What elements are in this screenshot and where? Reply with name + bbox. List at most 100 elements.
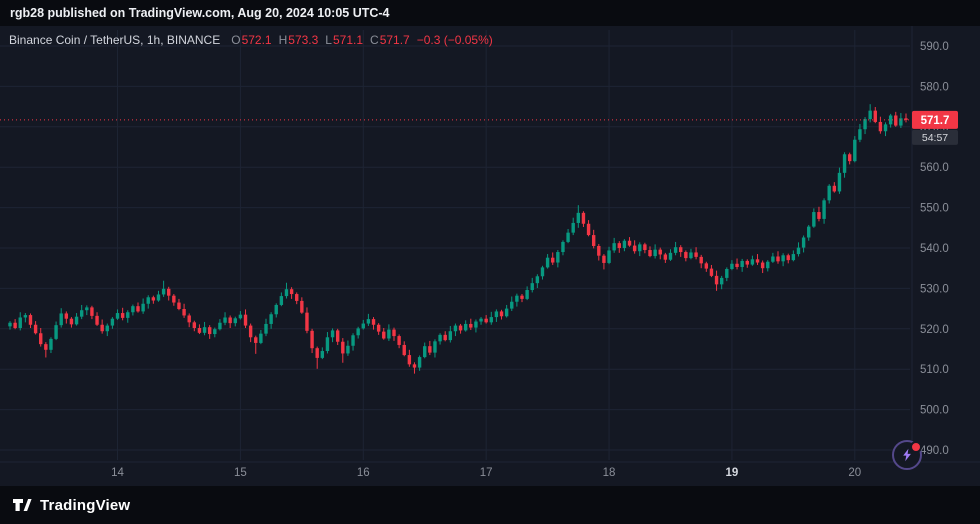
candle-body <box>479 318 483 322</box>
publish-banner: rgb28 published on TradingView.com, Aug … <box>0 0 980 26</box>
reactions-lightning-button[interactable] <box>892 440 922 470</box>
price-axis-label: 580.0 <box>920 81 949 93</box>
candle-body <box>8 322 12 327</box>
candle-body <box>443 334 447 341</box>
time-axis-label: 14 <box>111 467 124 479</box>
candle-body <box>494 311 499 318</box>
price-axis-label: 510.0 <box>920 364 949 376</box>
candle-body <box>597 245 601 256</box>
candle-body <box>837 172 842 192</box>
candle-body <box>781 255 785 262</box>
candle-body <box>274 304 278 315</box>
candle-body <box>868 110 872 120</box>
price-axis-label: 590.0 <box>920 41 949 53</box>
candle-body <box>786 255 790 261</box>
candle-body <box>376 324 381 332</box>
candle-body <box>760 262 765 269</box>
candle-body <box>796 247 801 255</box>
candle-body <box>79 310 84 317</box>
price-change: −0.3 (−0.05%) <box>416 33 493 47</box>
candle-body <box>853 139 857 162</box>
candle-body <box>484 318 488 323</box>
candle-body <box>653 249 657 257</box>
candle-body <box>607 250 611 263</box>
candle-body <box>69 318 74 325</box>
candle-body <box>602 255 606 263</box>
ohlc-low: L 571.1 <box>325 33 364 47</box>
axes: 590.0580.0570.0560.0550.0540.0530.0520.0… <box>111 41 949 479</box>
candle-body <box>561 241 565 253</box>
time-axis-label: 15 <box>234 467 247 479</box>
candle-body <box>320 351 325 358</box>
candle-body <box>202 327 207 333</box>
candle-body <box>233 318 237 324</box>
candle-body <box>172 295 176 303</box>
candle-body <box>714 275 719 285</box>
tradingview-brand-link[interactable]: TradingView <box>40 496 131 514</box>
candle-body <box>59 313 63 326</box>
candle-body <box>709 268 714 276</box>
candle-body <box>259 333 263 343</box>
time-axis-label: 17 <box>480 467 493 479</box>
symbol-title: Binance Coin / TetherUS, 1h, BINANCE <box>9 33 221 47</box>
candle-body <box>315 348 319 358</box>
candle-body <box>791 254 796 261</box>
candle-body <box>346 345 350 354</box>
candle-body <box>510 301 514 309</box>
candle-body <box>530 283 534 291</box>
price-axis-label: 530.0 <box>920 283 949 295</box>
candle-body <box>361 323 365 329</box>
candle-body <box>156 294 161 301</box>
candle-body <box>771 256 775 262</box>
price-axis-label: 540.0 <box>920 243 949 255</box>
candle-body <box>448 331 453 341</box>
candle-body <box>556 252 560 263</box>
candle-body <box>694 252 698 257</box>
candle-body <box>576 212 581 223</box>
publish-banner-text: rgb28 published on TradingView.com, Aug … <box>10 6 390 20</box>
ohlc-open: O 572.1 <box>231 33 272 47</box>
candle-body <box>289 289 294 295</box>
time-axis-label: 19 <box>726 467 739 479</box>
candle-body <box>228 317 232 324</box>
candle-body <box>822 200 826 219</box>
candle-body <box>392 329 396 337</box>
candle-body <box>192 322 197 328</box>
candle-body <box>755 259 760 263</box>
price-axis-label: 520.0 <box>920 324 949 336</box>
candle-body <box>120 313 125 318</box>
candle-body <box>28 315 33 325</box>
candle-body <box>100 324 104 332</box>
time-axis-label: 18 <box>603 467 616 479</box>
candle-body <box>218 322 222 330</box>
candle-body <box>295 294 299 301</box>
candle-body <box>341 341 345 354</box>
candle-body <box>668 252 673 260</box>
candle-body <box>136 306 140 312</box>
candle-body <box>622 240 627 248</box>
candle-body <box>725 269 729 278</box>
candle-body <box>146 297 150 304</box>
candle-body <box>187 315 191 323</box>
candle-body <box>141 303 145 312</box>
candle-body <box>643 244 647 251</box>
candle-body <box>699 256 703 264</box>
candle-body <box>39 333 43 345</box>
candle-body <box>90 307 94 316</box>
candle-body <box>566 232 570 242</box>
candle-body <box>438 334 442 342</box>
candle-body <box>126 312 130 318</box>
candle-body <box>279 296 284 305</box>
price-axis-label: 560.0 <box>920 162 949 174</box>
candle-body <box>197 327 202 333</box>
candle-body <box>883 124 888 132</box>
candle-body <box>730 263 734 270</box>
candle-body <box>832 185 837 192</box>
candle-body <box>310 330 314 349</box>
candle-body <box>551 257 555 263</box>
candle-body <box>417 357 422 368</box>
candle-body <box>238 314 243 319</box>
candle-body <box>49 338 53 350</box>
candle-body <box>673 247 678 253</box>
candle-body <box>412 364 417 368</box>
